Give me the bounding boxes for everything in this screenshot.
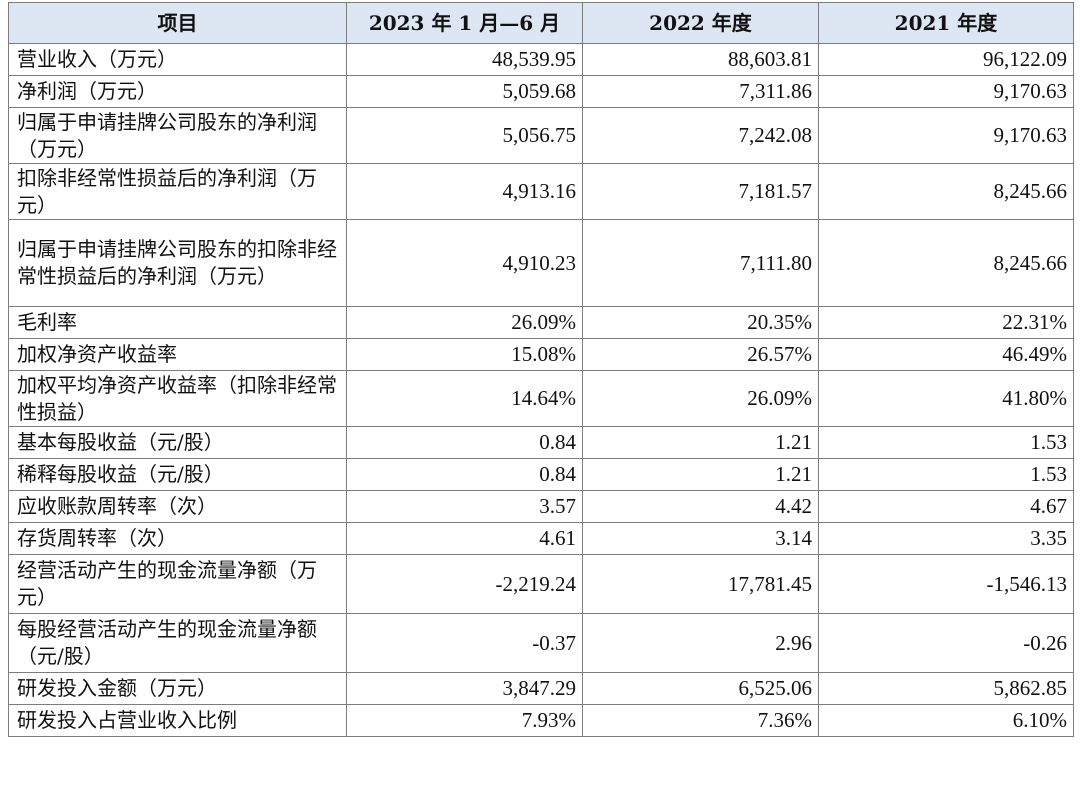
row-label: 加权净资产收益率 — [8, 338, 347, 371]
row-label: 加权平均净资产收益率（扣除非经常性损益） — [8, 370, 347, 427]
cell-2022: 20.35% — [582, 306, 819, 339]
table-row: 加权净资产收益率 15.08% 26.57% 46.49% — [8, 338, 1074, 371]
table-row: 净利润（万元） 5,059.68 7,311.86 9,170.63 — [8, 75, 1074, 108]
row-label: 稀释每股收益（元/股） — [8, 458, 347, 491]
cell-2023-h1: -2,219.24 — [346, 554, 583, 614]
cell-2021: 1.53 — [818, 426, 1074, 459]
table-row: 经营活动产生的现金流量净额（万元） -2,219.24 17,781.45 -1… — [8, 554, 1074, 614]
cell-2022: 26.09% — [582, 370, 819, 427]
row-label: 经营活动产生的现金流量净额（万元） — [8, 554, 347, 614]
table-row: 基本每股收益（元/股） 0.84 1.21 1.53 — [8, 426, 1074, 459]
row-label: 研发投入金额（万元） — [8, 672, 347, 705]
cell-2021: 9,170.63 — [818, 107, 1074, 164]
row-label: 存货周转率（次） — [8, 522, 347, 555]
cell-2023-h1: 5,059.68 — [346, 75, 583, 108]
cell-2021: 5,862.85 — [818, 672, 1074, 705]
cell-2021: 3.35 — [818, 522, 1074, 555]
table-row: 加权平均净资产收益率（扣除非经常性损益） 14.64% 26.09% 41.80… — [8, 370, 1074, 427]
cell-2021: 1.53 — [818, 458, 1074, 491]
table-row: 每股经营活动产生的现金流量净额（元/股） -0.37 2.96 -0.26 — [8, 613, 1074, 673]
table-row: 毛利率 26.09% 20.35% 22.31% — [8, 306, 1074, 339]
cell-2021: 8,245.66 — [818, 163, 1074, 220]
cell-2022: 88,603.81 — [582, 43, 819, 76]
header-2021: 2021 年度 — [818, 2, 1074, 44]
financial-table-container: 项目 2023 年 1 月—6 月 2022 年度 2021 年度 营业收入（万… — [8, 2, 1074, 737]
cell-2023-h1: 3.57 — [346, 490, 583, 523]
table-row: 归属于申请挂牌公司股东的净利润（万元） 5,056.75 7,242.08 9,… — [8, 107, 1074, 164]
cell-2023-h1: 4,910.23 — [346, 219, 583, 307]
header-2023-h1: 2023 年 1 月—6 月 — [346, 2, 583, 44]
cell-2022: 1.21 — [582, 426, 819, 459]
cell-2022: 7,311.86 — [582, 75, 819, 108]
header-2022: 2022 年度 — [582, 2, 819, 44]
cell-2021: 96,122.09 — [818, 43, 1074, 76]
table-row: 存货周转率（次） 4.61 3.14 3.35 — [8, 522, 1074, 555]
financial-summary-table: 项目 2023 年 1 月—6 月 2022 年度 2021 年度 营业收入（万… — [8, 2, 1074, 737]
cell-2022: 7.36% — [582, 704, 819, 737]
cell-2021: 4.67 — [818, 490, 1074, 523]
row-label: 归属于申请挂牌公司股东的扣除非经常性损益后的净利润（万元） — [8, 219, 347, 307]
table-row: 应收账款周转率（次） 3.57 4.42 4.67 — [8, 490, 1074, 523]
table-row: 扣除非经常性损益后的净利润（万元） 4,913.16 7,181.57 8,24… — [8, 163, 1074, 220]
row-label: 毛利率 — [8, 306, 347, 339]
cell-2023-h1: 3,847.29 — [346, 672, 583, 705]
cell-2023-h1: 0.84 — [346, 426, 583, 459]
row-label: 基本每股收益（元/股） — [8, 426, 347, 459]
cell-2023-h1: 14.64% — [346, 370, 583, 427]
cell-2021: 9,170.63 — [818, 75, 1074, 108]
table-row: 研发投入金额（万元） 3,847.29 6,525.06 5,862.85 — [8, 672, 1074, 705]
cell-2023-h1: 5,056.75 — [346, 107, 583, 164]
header-item: 项目 — [8, 2, 347, 44]
cell-2022: 1.21 — [582, 458, 819, 491]
cell-2022: 26.57% — [582, 338, 819, 371]
table-header-row: 项目 2023 年 1 月—6 月 2022 年度 2021 年度 — [8, 2, 1074, 44]
cell-2023-h1: 7.93% — [346, 704, 583, 737]
cell-2022: 6,525.06 — [582, 672, 819, 705]
table-row: 营业收入（万元） 48,539.95 88,603.81 96,122.09 — [8, 43, 1074, 76]
row-label: 净利润（万元） — [8, 75, 347, 108]
row-label: 营业收入（万元） — [8, 43, 347, 76]
table-row: 归属于申请挂牌公司股东的扣除非经常性损益后的净利润（万元） 4,910.23 7… — [8, 219, 1074, 307]
cell-2023-h1: 48,539.95 — [346, 43, 583, 76]
cell-2023-h1: -0.37 — [346, 613, 583, 673]
table-row: 研发投入占营业收入比例 7.93% 7.36% 6.10% — [8, 704, 1074, 737]
cell-2023-h1: 4.61 — [346, 522, 583, 555]
cell-2021: 46.49% — [818, 338, 1074, 371]
cell-2021: -0.26 — [818, 613, 1074, 673]
row-label: 每股经营活动产生的现金流量净额（元/股） — [8, 613, 347, 673]
cell-2022: 2.96 — [582, 613, 819, 673]
cell-2021: 6.10% — [818, 704, 1074, 737]
cell-2023-h1: 15.08% — [346, 338, 583, 371]
cell-2022: 4.42 — [582, 490, 819, 523]
cell-2021: -1,546.13 — [818, 554, 1074, 614]
cell-2023-h1: 26.09% — [346, 306, 583, 339]
cell-2022: 7,181.57 — [582, 163, 819, 220]
cell-2021: 8,245.66 — [818, 219, 1074, 307]
cell-2023-h1: 4,913.16 — [346, 163, 583, 220]
cell-2021: 22.31% — [818, 306, 1074, 339]
cell-2022: 7,242.08 — [582, 107, 819, 164]
row-label: 研发投入占营业收入比例 — [8, 704, 347, 737]
cell-2023-h1: 0.84 — [346, 458, 583, 491]
cell-2022: 17,781.45 — [582, 554, 819, 614]
row-label: 归属于申请挂牌公司股东的净利润（万元） — [8, 107, 347, 164]
row-label: 应收账款周转率（次） — [8, 490, 347, 523]
cell-2022: 7,111.80 — [582, 219, 819, 307]
cell-2022: 3.14 — [582, 522, 819, 555]
table-row: 稀释每股收益（元/股） 0.84 1.21 1.53 — [8, 458, 1074, 491]
row-label: 扣除非经常性损益后的净利润（万元） — [8, 163, 347, 220]
cell-2021: 41.80% — [818, 370, 1074, 427]
